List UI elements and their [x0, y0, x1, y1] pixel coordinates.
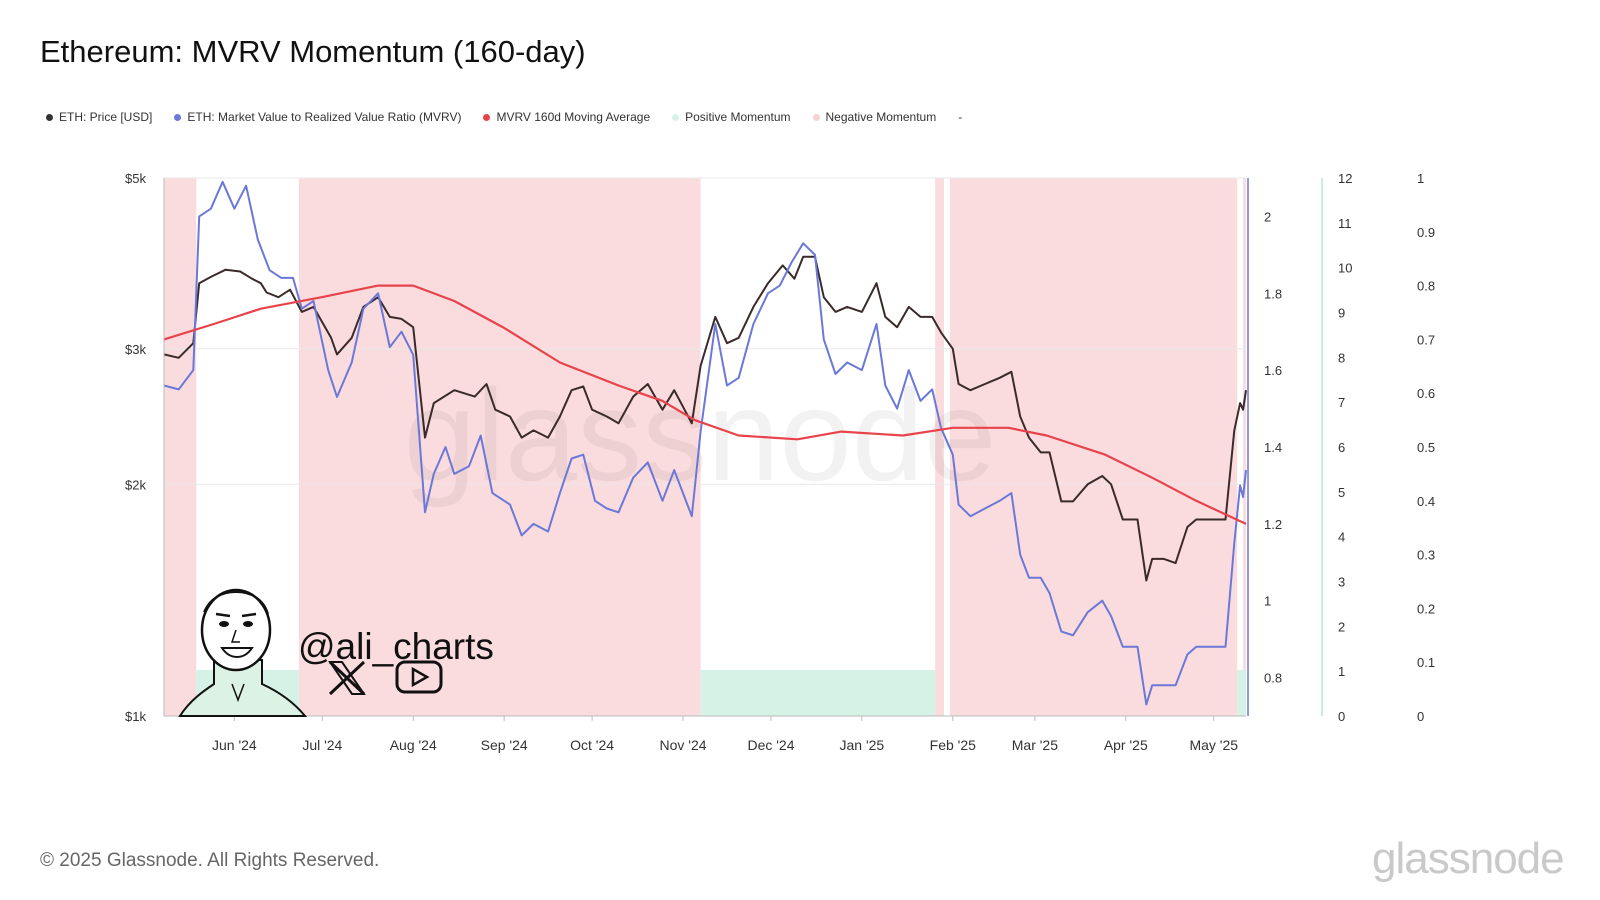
legend-dot-ma	[483, 113, 491, 121]
legend-item-negative[interactable]: Negative Momentum	[812, 110, 937, 124]
axis3-tick-label: 7	[1338, 395, 1345, 410]
axis3-tick-label: 1	[1338, 664, 1345, 679]
axis4-tick-label: 0.9	[1417, 225, 1435, 240]
x-tick-label: Sep '24	[481, 737, 528, 753]
legend-item-price[interactable]: ETH: Price [USD]	[46, 110, 152, 124]
legend-dot-mvrv	[174, 113, 182, 121]
legend-label-price: ETH: Price [USD]	[59, 110, 153, 124]
x-tick-label: May '25	[1189, 737, 1238, 753]
price-line	[163, 255, 1247, 582]
x-tick-label: Jan '25	[840, 737, 885, 753]
axis3-tick-label: 4	[1338, 530, 1345, 545]
price-tick-label: $1k	[125, 709, 146, 724]
legend-item-ma[interactable]: MVRV 160d Moving Average	[483, 110, 650, 124]
mvrv-tick-label: 1.6	[1264, 363, 1282, 378]
momentum-bands	[164, 178, 1246, 716]
author-handle: @ali_charts	[298, 626, 494, 667]
legend-dot-positive	[672, 113, 680, 121]
axis3-tick-label: 10	[1338, 261, 1352, 276]
avatar-caricature	[178, 588, 308, 717]
negative-momentum-band	[164, 178, 197, 716]
legend-item-positive[interactable]: Positive Momentum	[672, 110, 791, 124]
negative-momentum-band	[949, 178, 1238, 716]
x-tick-label: Nov '24	[659, 737, 706, 753]
mvrv-tick-label: 2	[1264, 209, 1271, 224]
axis3-tick-label: 6	[1338, 440, 1345, 455]
price-tick-label: $2k	[125, 477, 146, 492]
x-tick-label: Aug '24	[390, 737, 437, 753]
chart-title: Ethereum: MVRV Momentum (160-day)	[40, 34, 586, 69]
negative-momentum-band	[1243, 178, 1246, 716]
legend-label-mvrv: ETH: Market Value to Realized Value Rati…	[187, 110, 462, 124]
negative-momentum-band	[935, 178, 944, 716]
x-tick-label: Oct '24	[570, 737, 614, 753]
legend-item-dash[interactable]: -	[958, 110, 962, 124]
mvrv-line	[163, 180, 1247, 706]
x-tick-label: Feb '25	[930, 737, 976, 753]
axis4-tick-label: 0.1	[1417, 655, 1435, 670]
axis3-tick-label: 9	[1338, 306, 1345, 321]
x-tick-label: Jun '24	[212, 737, 257, 753]
legend-dot-negative	[812, 113, 820, 121]
axis4-tick-label: 0.4	[1417, 494, 1435, 509]
axis4-tick-label: 0.5	[1417, 440, 1435, 455]
mvrv-tick-label: 1.2	[1264, 517, 1282, 532]
legend-label-ma: MVRV 160d Moving Average	[496, 110, 651, 124]
axis3-tick-label: 11	[1338, 216, 1352, 231]
mvrv-tick-label: 1.8	[1264, 286, 1282, 301]
axis4-tick-label: 1	[1417, 171, 1424, 186]
mvrv-tick-label: 0.8	[1264, 671, 1282, 686]
brand-logo-text: glassnode	[1372, 834, 1565, 883]
axis4-tick-label: 0.7	[1417, 332, 1435, 347]
axis4-tick-label: 0.3	[1417, 548, 1435, 563]
positive-momentum-band	[700, 669, 936, 716]
axis3-tick-label: 3	[1338, 575, 1345, 590]
legend-label-dash: -	[958, 110, 963, 124]
axis3-tick-label: 0	[1338, 709, 1345, 724]
legend: ETH: Price [USD] ETH: Market Value to Re…	[46, 110, 984, 124]
axis3-tick-label: 12	[1338, 171, 1352, 186]
legend-dot-price	[46, 113, 53, 121]
axis3-tick-label: 5	[1338, 485, 1345, 500]
x-tick-label: Jul '24	[302, 737, 342, 753]
axis4-tick-label: 0.6	[1417, 386, 1435, 401]
axes: $5k$3k$2k$1k21.81.61.41.210.812111098765…	[125, 171, 1435, 753]
legend-label-positive: Positive Momentum	[685, 110, 791, 124]
axis3-tick-label: 2	[1338, 619, 1345, 634]
mvrv-tick-label: 1.4	[1264, 440, 1282, 455]
x-logo-icon[interactable]	[328, 660, 366, 696]
author-badge	[178, 588, 443, 717]
axis3-tick-label: 8	[1338, 350, 1345, 365]
mvrv-tick-label: 1	[1264, 594, 1271, 609]
legend-item-mvrv[interactable]: ETH: Market Value to Realized Value Rati…	[174, 110, 461, 124]
axis4-tick-label: 0	[1417, 709, 1424, 724]
youtube-icon[interactable]	[395, 660, 443, 694]
negative-momentum-band	[298, 178, 701, 716]
x-tick-label: Mar '25	[1012, 737, 1058, 753]
axis4-tick-label: 0.8	[1417, 279, 1435, 294]
price-tick-label: $5k	[125, 171, 146, 186]
price-tick-label: $3k	[125, 342, 146, 357]
positive-momentum-band	[1237, 669, 1246, 716]
axis4-tick-label: 0.2	[1417, 601, 1435, 616]
mvrv-ma-line	[163, 284, 1247, 525]
x-tick-label: Apr '25	[1104, 737, 1148, 753]
x-tick-label: Dec '24	[747, 737, 794, 753]
series-lines	[163, 180, 1247, 706]
copyright-footer: © 2025 Glassnode. All Rights Reserved.	[40, 850, 380, 871]
legend-label-negative: Negative Momentum	[825, 110, 937, 124]
